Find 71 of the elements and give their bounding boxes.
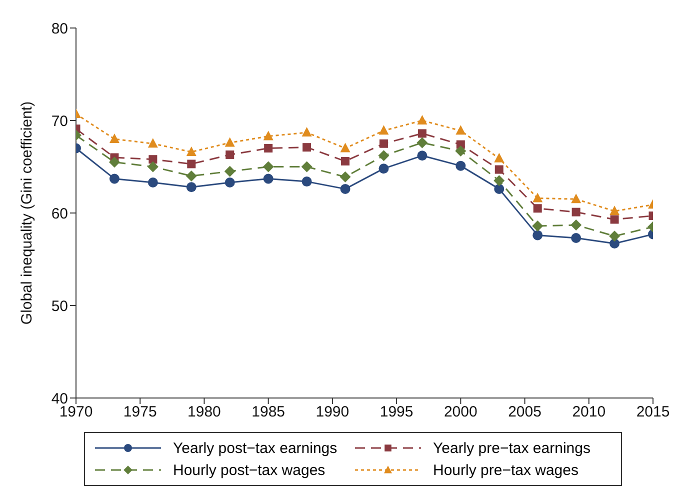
point (148, 138, 158, 148)
point (571, 232, 582, 243)
x-tick-label: 2000 (444, 404, 478, 421)
legend-label: Yearly pre−tax earnings (433, 440, 590, 456)
point (494, 165, 504, 174)
point (610, 206, 620, 216)
point (378, 150, 390, 162)
point (494, 184, 504, 194)
point (455, 146, 466, 157)
point (148, 177, 158, 188)
point (226, 150, 234, 159)
x-tick-label: 1975 (123, 404, 157, 421)
point (417, 115, 428, 124)
point (494, 175, 505, 186)
point (340, 184, 350, 194)
point (302, 176, 312, 187)
point (148, 155, 158, 164)
point (263, 130, 274, 140)
x-tick-label: 1990 (316, 404, 350, 421)
point (494, 152, 504, 162)
x-tick-label: 1980 (188, 404, 221, 421)
point (263, 174, 274, 184)
point (187, 160, 196, 168)
point (302, 143, 312, 152)
point (264, 144, 273, 152)
x-tick-label: 2005 (508, 404, 542, 421)
point (532, 192, 543, 202)
point (609, 230, 620, 242)
point (301, 161, 312, 172)
point (532, 220, 544, 232)
legend-label: Yearly post−tax earnings (173, 440, 338, 456)
y-tick-label: 70 (51, 112, 68, 130)
point (147, 161, 158, 172)
point (224, 177, 235, 188)
point (572, 208, 580, 216)
point (456, 125, 466, 135)
point (532, 230, 543, 240)
point (571, 194, 582, 204)
point (378, 125, 389, 135)
point (224, 137, 235, 147)
x-tick-label: 2015 (636, 404, 670, 421)
point (418, 129, 426, 138)
legend-label: Hourly post−tax wages (173, 462, 326, 478)
x-tick-label: 1985 (252, 404, 286, 421)
x-tick-label: 1995 (380, 404, 414, 421)
point (379, 139, 388, 148)
point (109, 134, 120, 143)
point (224, 166, 236, 177)
point (533, 204, 542, 213)
point (456, 160, 466, 171)
point (610, 215, 619, 224)
point (416, 137, 428, 148)
y-tick-label: 60 (51, 205, 68, 222)
y-axis-title: Global inequality (Gini coefficient) (18, 101, 36, 325)
legend-label: Hourly pre−tax wages (433, 462, 578, 478)
point (108, 156, 120, 168)
point (109, 174, 120, 184)
point (262, 161, 274, 172)
y-tick-label: 80 (51, 20, 68, 38)
point (186, 170, 197, 182)
point (340, 171, 351, 182)
point (186, 182, 196, 192)
point (570, 220, 582, 231)
y-tick-label: 50 (51, 298, 68, 315)
x-tick-label: 2010 (572, 404, 606, 421)
point (340, 142, 350, 152)
point (186, 146, 196, 156)
point (417, 150, 428, 161)
point (302, 127, 312, 137)
point (378, 164, 389, 174)
point (341, 156, 350, 166)
